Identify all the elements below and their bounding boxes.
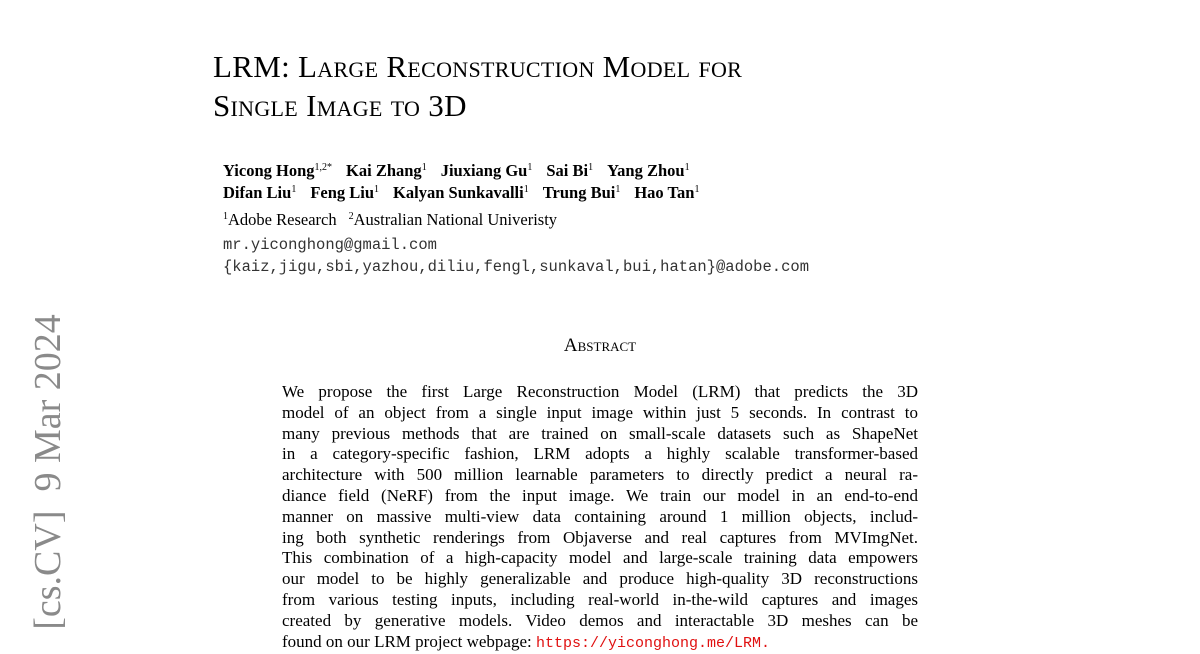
- author-affil-mark: 1: [694, 184, 700, 195]
- author: Jiuxiang Gu1: [441, 161, 533, 180]
- author: Difan Liu1: [223, 183, 296, 202]
- arxiv-stamp: [cs.CV] 9 Mar 2024: [27, 314, 69, 630]
- abstract-line: manner on massive multi-view data contai…: [282, 506, 918, 526]
- abstract-heading: Abstract: [563, 335, 637, 356]
- affil-mark: 1: [223, 211, 228, 222]
- abstract-line: model of an object from a single input i…: [282, 402, 918, 422]
- author-name: Jiuxiang Gu: [440, 161, 528, 180]
- email: mr.yiconghong@gmail.com: [223, 236, 437, 254]
- author-affil-mark: 1: [523, 184, 529, 195]
- abstract-text: found on our LRM project webpage:: [282, 631, 536, 651]
- author: Sai Bi1: [546, 161, 593, 180]
- author-affil-mark: 1: [291, 184, 297, 195]
- author: Trung Bui1: [543, 183, 621, 202]
- affiliation: 2Australian National Univeristy: [349, 210, 557, 229]
- affiliation: 1Adobe Research: [223, 210, 337, 229]
- affil-name: Adobe Research: [228, 210, 337, 229]
- project-link[interactable]: https://yiconghong.me/LRM.: [536, 634, 771, 652]
- abstract-line: in a category-specific fashion, LRM adop…: [282, 444, 918, 464]
- abstract-body: We propose the first Large Reconstructio…: [282, 382, 918, 652]
- affil-mark: 2: [348, 211, 354, 222]
- author-name: Trung Bui: [542, 183, 616, 202]
- author-affil-mark: 1: [421, 162, 427, 173]
- author: Kai Zhang1: [346, 161, 427, 180]
- author-affil-mark: 1: [588, 162, 594, 173]
- title-line: Single Image to 3D: [213, 88, 467, 123]
- abstract-line: This combination of a high-capacity mode…: [282, 548, 918, 568]
- author-name: Yang Zhou: [607, 161, 685, 180]
- affiliations: 1Adobe Research 2Australian National Univ…: [223, 210, 557, 230]
- author-row: Yicong Hong1,2* Kai Zhang1 Jiuxiang Gu1 Sai…: [223, 160, 713, 182]
- abstract-line: our model to be highly generalizable and…: [282, 569, 918, 589]
- author: Yicong Hong1,2*: [223, 161, 332, 180]
- author-affil-mark: 1: [527, 162, 533, 173]
- author-name: Sai Bi: [546, 161, 589, 180]
- author: Kalyan Sunkavalli1: [393, 183, 529, 202]
- abstract-line: many previous methods that are trained o…: [282, 423, 918, 443]
- abstract-line: created by generative models. Video demo…: [282, 610, 918, 630]
- abstract-line: from various testing inputs, including r…: [282, 589, 918, 609]
- author-affil-mark: 1,2*: [314, 162, 333, 173]
- author-affil-mark: 1: [615, 184, 621, 195]
- title-line: LRM: Large Reconstruction Model for: [213, 49, 743, 84]
- abstract-line: ing both synthetic renderings from Objav…: [282, 527, 918, 547]
- author-name: Difan Liu: [223, 183, 292, 202]
- author-name: Hao Tan: [634, 183, 695, 202]
- author: Yang Zhou1: [607, 161, 690, 180]
- author-row: Difan Liu1 Feng Liu1 Kalyan Sunkavalli1 Tru…: [223, 182, 713, 204]
- author-affil-mark: 1: [684, 162, 690, 173]
- author-list: Yicong Hong1,2* Kai Zhang1 Jiuxiang Gu1 Sai…: [223, 160, 713, 204]
- author-name: Feng Liu: [310, 183, 375, 202]
- abstract-line: found on our LRM project webpage: https:…: [282, 632, 918, 653]
- email: {kaiz,jigu,sbi,yazhou,diliu,fengl,sunkav…: [223, 258, 809, 276]
- abstract-line: architecture with 500 million learnable …: [282, 465, 918, 485]
- author: Feng Liu1: [310, 183, 379, 202]
- abstract-line: We propose the first Large Reconstructio…: [282, 382, 918, 401]
- author-name: Yicong Hong: [223, 161, 315, 180]
- author-affil-mark: 1: [374, 184, 380, 195]
- author-name: Kai Zhang: [346, 161, 422, 180]
- author: Hao Tan1: [634, 183, 699, 202]
- abstract-line: diance field (NeRF) from the input image…: [282, 485, 918, 505]
- author-name: Kalyan Sunkavalli: [393, 183, 524, 202]
- affil-name: Australian National Univeristy: [353, 210, 558, 229]
